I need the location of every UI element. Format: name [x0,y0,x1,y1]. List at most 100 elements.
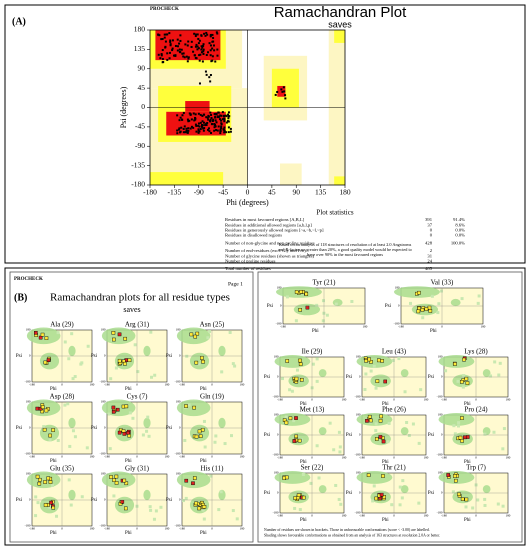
shading-patch [48,505,52,509]
shading-patch [183,438,187,442]
shading-patch [290,389,294,393]
shading-patch [328,421,332,425]
mini-x-tick-label: 180 [240,455,245,459]
residue-point [460,497,465,501]
footnote: Shading shows favourable conformations a… [264,533,440,537]
residue-point [210,60,213,63]
mini-x-tick-label: 0 [475,456,477,460]
shading-patch [315,444,319,448]
favoured-shading [318,427,327,436]
residue-point [40,405,45,409]
residue-point [226,120,229,123]
mini-y-tick-label: 180 [274,413,279,417]
mini-y-tick-label: 0 [104,498,106,502]
mini-x-label: Phi [464,518,471,523]
mini-x-tick-label: -180 [179,455,185,459]
mini-y-tick-label: 180 [356,355,361,359]
residue-point [446,473,451,477]
residue-point [186,118,189,121]
residue-point [51,428,55,432]
shading-patch [483,432,487,436]
residue-point [196,45,199,48]
residue-point [114,474,119,479]
mini-y-tick-label: -180 [355,453,361,457]
favoured-shading [143,417,151,429]
residue-point [299,289,303,294]
shading-patch [452,424,456,428]
mini-y-tick-label: 180 [356,413,361,417]
shading-patch [231,362,235,366]
residue-point [38,335,43,340]
mini-y-tick-label: 0 [277,433,279,437]
residue-point [219,130,222,133]
residue-point [381,439,386,444]
stats-count: 485 [425,266,433,271]
residue-point [206,116,209,119]
shading-patch [36,501,40,505]
residue-title: Phe (26) [382,406,407,414]
mini-x-label: Phi [200,459,207,464]
generous-region [280,163,302,185]
residue-point [109,475,113,479]
residue-point [223,129,226,132]
residue-point [212,118,215,121]
residue-point [194,35,197,38]
residue-point [227,115,230,118]
shading-patch [109,377,113,381]
shading-patch [152,517,156,521]
residue-point [202,50,205,53]
residue-point [122,432,127,436]
mini-y-tick-label: 0 [277,375,279,379]
residue-point [209,54,212,57]
mini-y-tick-label: -180 [273,511,279,515]
mini-y-tick-label: -180 [276,322,282,326]
shading-patch [451,490,455,494]
panel-subtitle: saves [123,305,140,314]
mini-x-tick-label: 180 [506,456,511,460]
shading-patch [34,495,38,499]
shading-patch [201,508,205,512]
mini-x-label: Phi [50,387,57,392]
residue-point [184,478,189,483]
mini-x-tick-label: 0 [441,325,443,329]
residue-point [176,114,179,117]
residue-point [122,478,127,483]
residue-point [120,500,125,504]
mini-y-tick-label: 180 [277,286,282,290]
residue-title: Tyr (21) [312,279,336,287]
shading-patch [71,429,75,433]
footnote: and R-factor no greater than 20%, a good… [278,247,412,253]
shading-patch [489,374,493,378]
residue-point [210,131,213,134]
residue-point [211,120,214,123]
shading-patch [325,313,329,317]
residue-point [214,60,217,63]
favoured-shading [400,369,409,378]
mini-y-tick-label: 180 [26,328,31,332]
favoured-shading [274,355,311,368]
mini-x-label: Phi [50,459,57,464]
favoured-shading [101,399,136,417]
residue-point [201,120,204,123]
mini-y-tick-label: 0 [359,491,361,495]
mini-y-tick-label: 180 [274,471,279,475]
stats-percent: 0.0% [455,233,465,238]
y-tick-label: 90 [138,63,146,72]
shading-patch [154,509,158,513]
mini-y-tick-label: 180 [26,472,31,476]
residue-point [427,305,432,310]
residue-point [164,46,167,49]
mini-x-tick-label: -180 [179,383,185,387]
residue-point [180,126,183,129]
residue-point [178,119,181,122]
favoured-shading [288,374,309,388]
shading-patch [280,377,284,381]
footnote: Based on an analysis of 118 structures o… [279,242,412,247]
favoured-shading [68,489,76,501]
mini-x-tick-label: 0 [393,456,395,460]
shading-patch [294,319,298,323]
residue-point [378,418,383,423]
mini-y-tick-label: -180 [273,395,279,399]
residue-point [209,44,212,47]
residue-point [224,114,227,117]
